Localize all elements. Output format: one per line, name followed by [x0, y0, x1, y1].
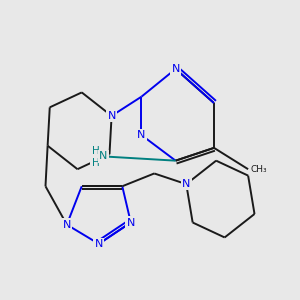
Text: N: N	[127, 218, 135, 227]
Text: N: N	[94, 239, 103, 249]
Text: N: N	[107, 111, 116, 121]
Text: N: N	[137, 130, 146, 140]
Text: N: N	[182, 179, 190, 189]
Text: CH₃: CH₃	[250, 165, 267, 174]
Text: N: N	[99, 152, 107, 161]
Text: N: N	[63, 220, 71, 230]
Text: H: H	[92, 146, 99, 156]
Text: N: N	[171, 64, 180, 74]
Text: H: H	[92, 158, 99, 168]
